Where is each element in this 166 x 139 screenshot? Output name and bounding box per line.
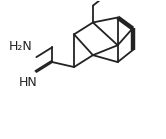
Text: HN: HN <box>19 76 37 89</box>
Text: H₂N: H₂N <box>9 40 32 53</box>
